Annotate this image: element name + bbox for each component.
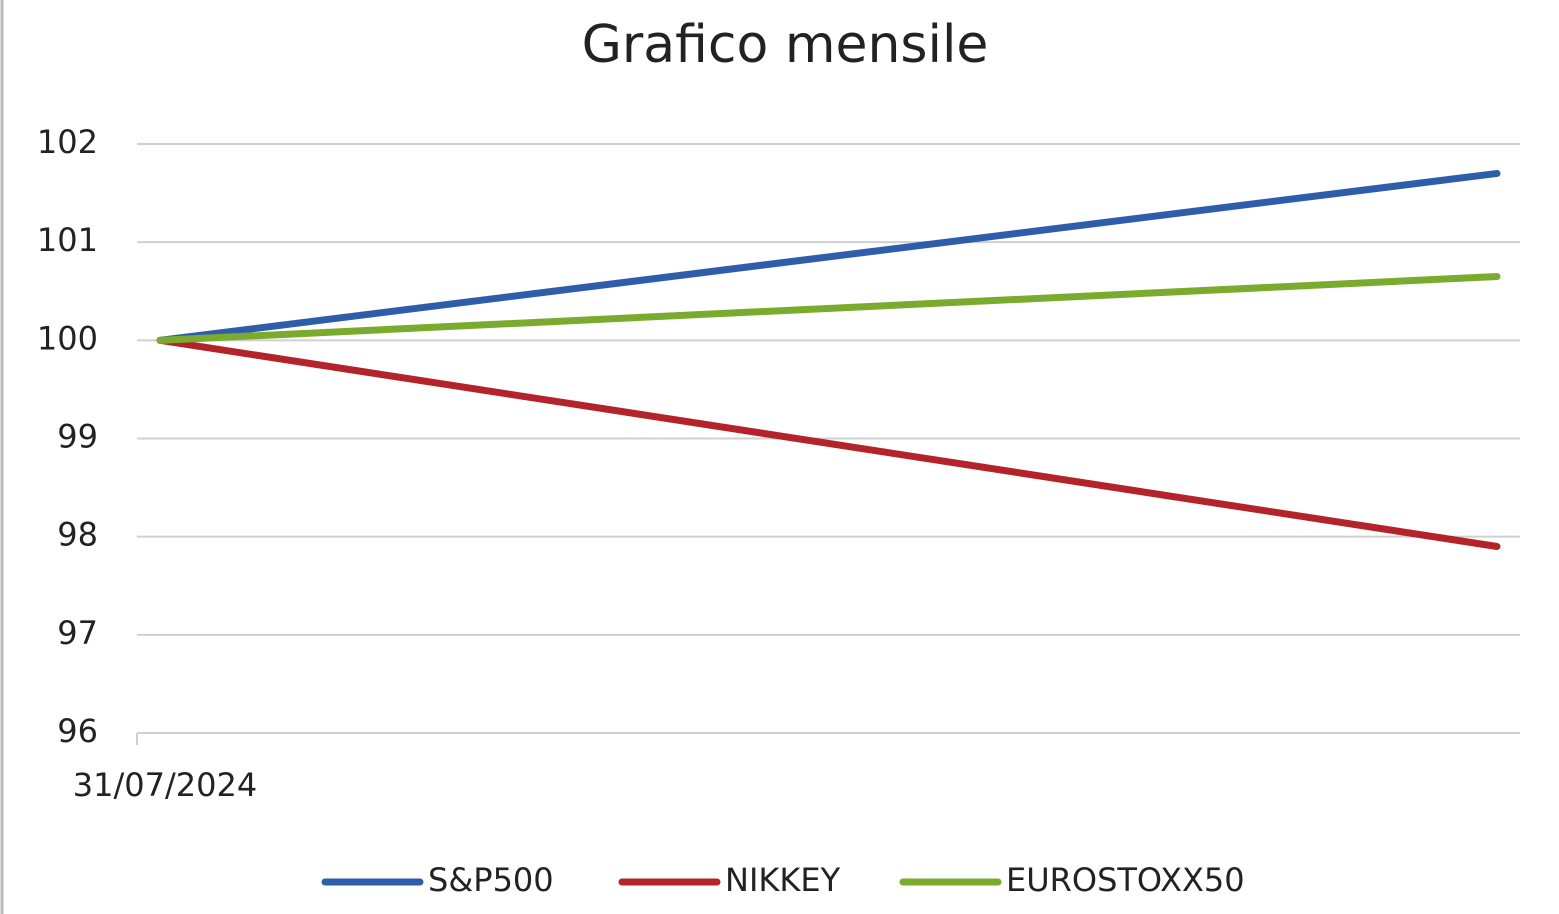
y-tick-label: 100 (37, 319, 98, 357)
legend-label: NIKKEY (725, 861, 841, 899)
y-tick-label: 99 (57, 418, 98, 456)
series-line (156, 336, 1501, 550)
legend-label: EUROSTOXX50 (1006, 861, 1245, 899)
y-tick-label: 101 (37, 221, 98, 259)
y-tick-label: 96 (57, 712, 98, 750)
legend-label: S&P500 (428, 861, 554, 899)
series-line (156, 169, 1501, 344)
y-tick-label: 102 (37, 123, 98, 161)
y-tick-label: 97 (57, 614, 98, 652)
series-line (156, 273, 1501, 344)
x-tick-label: 31/07/2024 (73, 766, 257, 804)
y-tick-label: 98 (57, 516, 98, 554)
chart-title: Grafico mensile (582, 15, 989, 75)
